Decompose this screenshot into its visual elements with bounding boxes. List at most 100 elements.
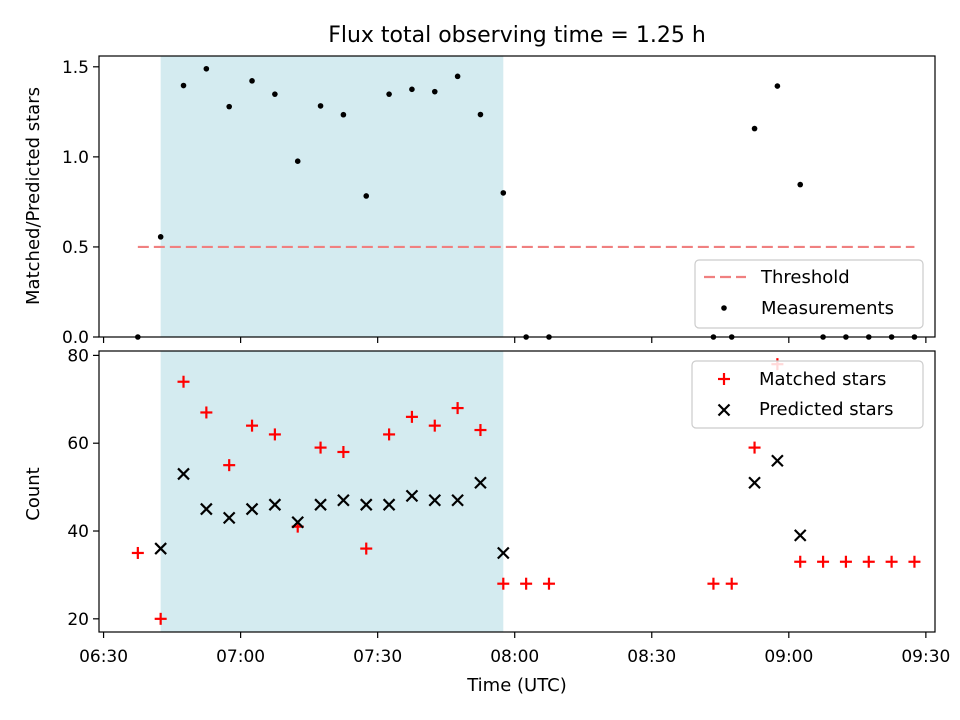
matched-star-point xyxy=(497,577,510,590)
predicted-star-point xyxy=(771,454,784,468)
predicted-star-point xyxy=(314,498,327,511)
top-legend-box xyxy=(694,259,924,329)
matched-star-point xyxy=(383,428,396,441)
predicted-star-point xyxy=(154,542,167,555)
matched-star-point xyxy=(268,428,281,441)
top-ytick-label: 1.5 xyxy=(62,58,89,78)
top-legend: Threshold Measurements xyxy=(694,259,924,329)
measurement-point xyxy=(272,91,278,97)
matched-star-point xyxy=(794,555,807,568)
measurement-point xyxy=(751,125,758,132)
matched-star-point xyxy=(908,555,921,568)
matched-star-point xyxy=(862,555,875,568)
legend-threshold-label: Threshold xyxy=(760,267,850,288)
bottom-legend-box xyxy=(691,360,924,429)
predicted-star-point xyxy=(382,498,396,511)
top-panel: 0.0 0.5 1.0 1.5 Matched/Predicted stars Thr… xyxy=(23,55,936,348)
matched-star-point xyxy=(451,402,464,415)
bottom-y-ticks: 20 40 60 80 xyxy=(67,346,99,630)
legend-predicted-label: Predicted stars xyxy=(759,399,893,420)
matched-star-point xyxy=(817,555,830,568)
matched-star-point xyxy=(360,542,373,555)
matched-star-point xyxy=(223,459,236,472)
bottom-x-ticks: 06:30 07:00 07:30 08:00 08:30 09:00 09:30 xyxy=(79,632,950,667)
predicted-star-point xyxy=(268,498,282,511)
measurement-point xyxy=(294,158,301,164)
matched-star-point xyxy=(177,375,190,388)
predicted-star-point xyxy=(222,511,236,525)
x-axis-label: Time (UTC) xyxy=(466,675,567,696)
predicted-star-point xyxy=(177,467,190,481)
measurements-points xyxy=(135,65,918,340)
top-ytick-label: 1.0 xyxy=(62,148,89,168)
bottom-ytick-label: 20 xyxy=(67,610,89,630)
measurement-point xyxy=(386,91,392,97)
predicted-star-point xyxy=(451,494,464,507)
matched-star-point xyxy=(748,441,761,454)
measurement-point xyxy=(409,86,415,93)
xtick-label: 07:00 xyxy=(216,647,265,667)
measurement-point xyxy=(454,73,461,80)
measurement-point xyxy=(500,190,507,196)
top-x-ticks xyxy=(102,337,927,343)
matched-star-point xyxy=(885,555,898,568)
predicted-star-point xyxy=(359,498,373,511)
top-y-axis-label: Matched/Predicted stars xyxy=(23,87,44,305)
matched-star-point xyxy=(154,612,167,625)
predicted-star-point xyxy=(245,502,259,516)
measurement-point xyxy=(340,111,347,118)
legend-predicted-swatch xyxy=(717,403,731,417)
bottom-legend: Matched stars Predicted stars xyxy=(691,360,924,429)
bottom-shaded-span xyxy=(160,351,504,632)
xtick-label: 09:00 xyxy=(764,647,813,667)
xtick-label: 07:30 xyxy=(353,647,402,667)
matched-star-point xyxy=(520,577,533,590)
predicted-star-point xyxy=(428,494,442,507)
xtick-label: 06:30 xyxy=(79,647,128,667)
legend-matched-label: Matched stars xyxy=(759,369,886,390)
matched-star-point xyxy=(405,410,418,423)
matched-star-point xyxy=(246,419,259,432)
measurement-point xyxy=(774,83,781,89)
measurement-point xyxy=(180,82,187,89)
predicted-star-point xyxy=(337,494,350,507)
xtick-label: 08:30 xyxy=(627,647,676,667)
top-y-ticks: 0.0 0.5 1.0 1.5 xyxy=(62,58,99,348)
measurement-point xyxy=(477,111,484,118)
matched-star-point xyxy=(428,419,441,432)
measurement-point xyxy=(363,193,370,199)
xtick-label: 09:30 xyxy=(901,647,950,667)
top-shaded-span xyxy=(160,56,504,337)
bottom-ytick-label: 60 xyxy=(67,434,89,454)
bottom-ytick-label: 80 xyxy=(67,346,89,366)
matched-star-point xyxy=(131,546,144,559)
measurement-point xyxy=(797,181,804,188)
predicted-star-point xyxy=(405,489,419,503)
measurement-point xyxy=(203,65,210,72)
predicted-star-point xyxy=(497,546,510,560)
bottom-y-axis-label: Count xyxy=(23,467,44,520)
predicted-star-point xyxy=(474,476,487,489)
predicted-star-point xyxy=(793,529,807,542)
predicted-star-point xyxy=(748,476,761,489)
matched-star-point xyxy=(839,555,852,568)
bottom-axes-frame xyxy=(98,350,936,633)
measurement-point xyxy=(431,88,438,95)
measurement-point xyxy=(249,78,255,84)
count-points xyxy=(131,358,921,625)
chart-title: Flux total observing time = 1.25 h xyxy=(328,23,706,48)
measurement-point xyxy=(157,234,164,240)
legend-measurements-label: Measurements xyxy=(761,298,894,319)
legend-measurements-swatch xyxy=(721,305,727,311)
matched-star-point xyxy=(725,577,738,590)
predicted-star-point xyxy=(291,515,304,529)
matched-star-point xyxy=(474,424,487,437)
matched-star-point xyxy=(337,445,350,458)
matched-star-point xyxy=(314,441,327,454)
measurement-point xyxy=(226,103,232,110)
matched-star-point xyxy=(542,577,555,590)
top-ytick-label: 0.5 xyxy=(62,238,89,258)
top-ytick-label: 0.0 xyxy=(62,328,89,348)
